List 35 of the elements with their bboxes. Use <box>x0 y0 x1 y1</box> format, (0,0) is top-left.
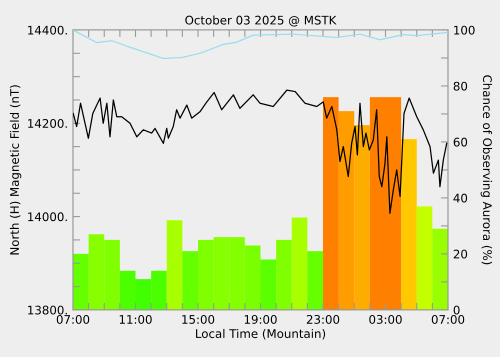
x-tick-label: 19:00 <box>244 314 277 324</box>
bar <box>323 97 339 310</box>
bar <box>432 228 448 310</box>
bar <box>276 240 292 310</box>
y-tick-label: 14400. <box>28 26 67 35</box>
bar <box>260 259 276 310</box>
x-tick-label: 11:00 <box>120 314 152 324</box>
x-tick-label: 07:00 <box>56 314 90 324</box>
y2-tick-label: 40 <box>453 194 468 203</box>
x-tick-label: 15:00 <box>182 314 214 324</box>
y-tick-label: 14200. <box>28 119 67 128</box>
bar <box>401 139 417 310</box>
line-series <box>73 90 448 214</box>
bar <box>292 218 308 310</box>
y2-tick-label: 100 <box>454 26 475 35</box>
y2-tick-label: 80 <box>454 82 468 91</box>
bar <box>338 111 354 310</box>
bar <box>166 220 182 310</box>
y2-tick-label: 20 <box>454 250 468 259</box>
x-tick-label: 23:00 <box>306 314 340 324</box>
y2-axis-title: Chance of Observing Aurora (%) <box>480 75 492 264</box>
bar <box>73 254 89 310</box>
x-tick-label: 07:00 <box>432 314 464 324</box>
bar <box>307 251 323 310</box>
bar <box>416 206 432 310</box>
y-tick-label: 13800. <box>28 306 67 315</box>
x-tick-label: 03:00 <box>369 314 402 324</box>
y2-tick-label: 0 <box>454 306 460 315</box>
x-axis-title: Local Time (Mountain) <box>196 328 326 340</box>
y2-tick-label: 60 <box>454 138 468 147</box>
y-axis-title: North (H) Magnetic Field (nT) <box>10 85 22 254</box>
bar <box>354 125 370 310</box>
y-tick-label: 14000. <box>28 212 67 222</box>
bar <box>182 251 198 310</box>
chart-title: October 03 2025 @ MSTK <box>185 15 337 26</box>
